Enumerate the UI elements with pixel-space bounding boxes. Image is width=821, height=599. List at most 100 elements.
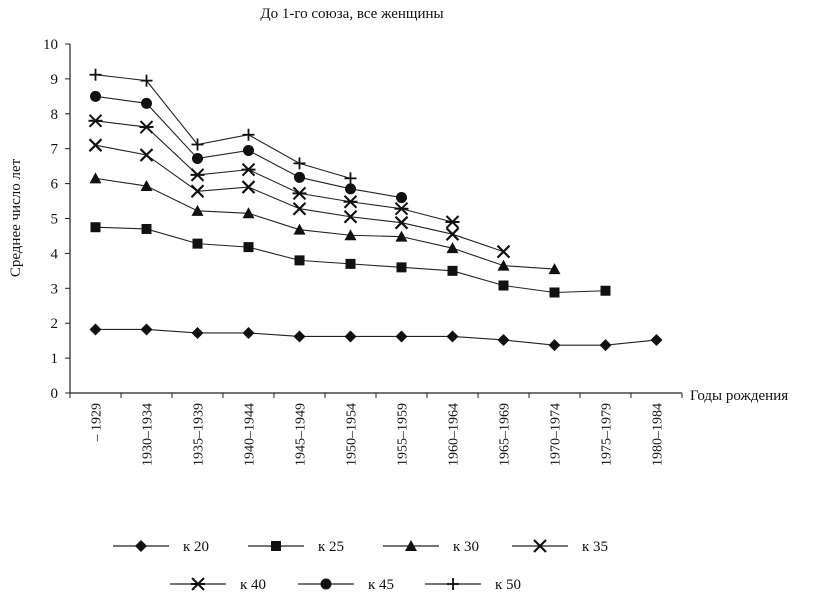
legend-label: к 20	[183, 539, 209, 555]
diamond-marker	[89, 323, 102, 336]
series-line	[95, 328, 657, 346]
diamond-marker	[548, 339, 561, 352]
x-marker-stroke	[292, 201, 307, 216]
x-marker	[190, 184, 205, 199]
chart-title: До 1-го союза, все женщины	[260, 6, 443, 22]
y-tick-label: 0	[51, 386, 59, 402]
y-tick-label: 7	[51, 142, 59, 158]
x-tick-label: 1940–1944	[243, 403, 258, 466]
x-tick-label: 1935–1939	[192, 403, 207, 466]
star-marker	[343, 195, 358, 209]
y-tick-label: 6	[51, 177, 59, 193]
x-marker	[394, 215, 409, 230]
circle-marker	[243, 144, 254, 156]
x-tick-label: – 1929	[90, 403, 105, 443]
plus-marker	[242, 128, 255, 141]
triangle-marker	[344, 229, 357, 241]
series-line	[95, 74, 351, 179]
x-marker-stroke	[241, 180, 256, 194]
x-marker	[88, 138, 103, 152]
square-marker	[192, 238, 203, 249]
diamond-marker	[135, 540, 147, 552]
triangle-marker	[293, 223, 306, 235]
plus-marker	[293, 157, 306, 170]
diamond-marker	[395, 330, 408, 343]
series-line	[95, 177, 555, 270]
series-4	[88, 138, 511, 259]
square-marker	[498, 280, 509, 291]
circle-marker	[141, 97, 152, 109]
x-tick-label: 1945–1949	[294, 403, 309, 466]
legend-label: к 50	[495, 577, 521, 593]
y-tick-label: 4	[51, 246, 59, 262]
x-tick-label: 1970–1974	[549, 403, 564, 466]
circle-marker	[345, 183, 356, 195]
x-marker-stroke	[445, 227, 460, 241]
diamond-marker	[599, 339, 612, 352]
plus-marker	[89, 68, 102, 81]
diamond-marker	[650, 333, 663, 346]
x-marker-stroke	[496, 244, 511, 259]
diamond-marker	[293, 330, 306, 343]
circle-marker	[192, 152, 203, 164]
legend-label: к 35	[582, 539, 608, 555]
x-tick-label: 1930–1934	[141, 403, 156, 466]
series-2	[90, 222, 611, 298]
triangle-marker	[89, 172, 102, 184]
square-marker	[345, 258, 356, 269]
legend-label: к 40	[240, 577, 266, 593]
circle-marker	[294, 171, 305, 183]
series-5	[88, 114, 460, 229]
star-marker	[88, 114, 103, 128]
square-marker	[243, 242, 254, 253]
series-1	[89, 323, 663, 352]
plus-marker	[140, 74, 153, 87]
diamond-marker	[191, 326, 204, 339]
triangle-marker	[446, 242, 459, 254]
square-marker	[447, 265, 458, 276]
triangle-marker	[191, 204, 204, 216]
plus-marker	[191, 138, 204, 151]
circle-marker	[90, 90, 101, 102]
square-marker	[396, 262, 407, 273]
y-tick-label: 5	[51, 212, 59, 228]
legend-item: к 45	[298, 577, 394, 593]
star-marker	[139, 120, 154, 134]
diamond-marker	[446, 330, 459, 343]
triangle-marker	[497, 259, 510, 271]
x-marker	[533, 539, 547, 553]
star-marker	[292, 186, 307, 201]
x-tick-label: 1960–1964	[447, 403, 462, 466]
diamond-marker	[344, 330, 357, 343]
plus-marker	[447, 578, 459, 590]
x-tick-label: 1975–1979	[600, 403, 615, 466]
square-marker	[90, 222, 101, 233]
triangle-marker	[405, 540, 417, 551]
legend-item: к 25	[248, 539, 344, 555]
legend-item: к 40	[170, 577, 266, 593]
y-axis-label: Среднее число лет	[8, 158, 24, 277]
legend-item: к 20	[113, 539, 209, 555]
diamond-marker	[497, 333, 510, 346]
x-tick-label: 1965–1969	[498, 403, 513, 466]
legend-label: к 30	[453, 539, 479, 555]
series-line	[95, 120, 453, 223]
square-marker	[271, 541, 281, 551]
x-tick-label: 1955–1959	[396, 403, 411, 466]
x-marker	[292, 201, 307, 216]
square-marker	[549, 287, 560, 298]
x-marker-stroke	[139, 148, 154, 162]
circle-marker	[320, 578, 332, 590]
y-tick-label: 3	[51, 281, 59, 297]
star-marker	[445, 215, 460, 229]
triangle-marker	[242, 207, 255, 219]
legend-item: к 50	[425, 577, 521, 593]
legend-label: к 45	[368, 577, 394, 593]
x-marker	[241, 180, 256, 194]
circle-marker	[396, 192, 407, 204]
y-tick-label: 1	[51, 351, 59, 367]
triangle-marker	[140, 180, 153, 192]
star-marker	[241, 162, 256, 177]
triangle-marker	[548, 263, 561, 275]
series-6	[90, 90, 407, 204]
